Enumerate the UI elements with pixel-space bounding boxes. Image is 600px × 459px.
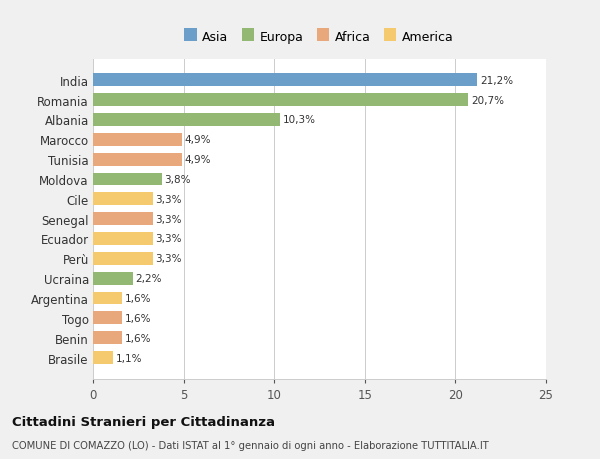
Bar bbox=[93, 233, 153, 246]
Text: 3,3%: 3,3% bbox=[155, 234, 182, 244]
Bar bbox=[93, 213, 153, 226]
Text: 3,3%: 3,3% bbox=[155, 195, 182, 204]
Bar bbox=[93, 173, 162, 186]
Text: 2,2%: 2,2% bbox=[136, 274, 162, 284]
Bar bbox=[93, 331, 122, 344]
Bar bbox=[93, 272, 133, 285]
Bar bbox=[93, 114, 280, 127]
Bar bbox=[93, 252, 153, 265]
Text: 1,1%: 1,1% bbox=[116, 353, 142, 363]
Bar bbox=[93, 351, 113, 364]
Bar bbox=[93, 312, 122, 325]
Text: 3,3%: 3,3% bbox=[155, 214, 182, 224]
Text: Cittadini Stranieri per Cittadinanza: Cittadini Stranieri per Cittadinanza bbox=[12, 415, 275, 428]
Text: COMUNE DI COMAZZO (LO) - Dati ISTAT al 1° gennaio di ogni anno - Elaborazione TU: COMUNE DI COMAZZO (LO) - Dati ISTAT al 1… bbox=[12, 440, 489, 450]
Bar bbox=[93, 292, 122, 305]
Bar bbox=[93, 94, 468, 107]
Text: 21,2%: 21,2% bbox=[480, 76, 513, 85]
Text: 1,6%: 1,6% bbox=[125, 313, 151, 323]
Text: 4,9%: 4,9% bbox=[185, 135, 211, 145]
Text: 1,6%: 1,6% bbox=[125, 293, 151, 303]
Bar bbox=[93, 74, 477, 87]
Text: 3,8%: 3,8% bbox=[164, 174, 191, 185]
Legend: Asia, Europa, Africa, America: Asia, Europa, Africa, America bbox=[182, 28, 457, 48]
Bar bbox=[93, 153, 182, 166]
Bar bbox=[93, 134, 182, 146]
Text: 20,7%: 20,7% bbox=[471, 95, 504, 106]
Text: 4,9%: 4,9% bbox=[185, 155, 211, 165]
Bar bbox=[93, 193, 153, 206]
Text: 10,3%: 10,3% bbox=[283, 115, 316, 125]
Text: 1,6%: 1,6% bbox=[125, 333, 151, 343]
Text: 3,3%: 3,3% bbox=[155, 254, 182, 264]
